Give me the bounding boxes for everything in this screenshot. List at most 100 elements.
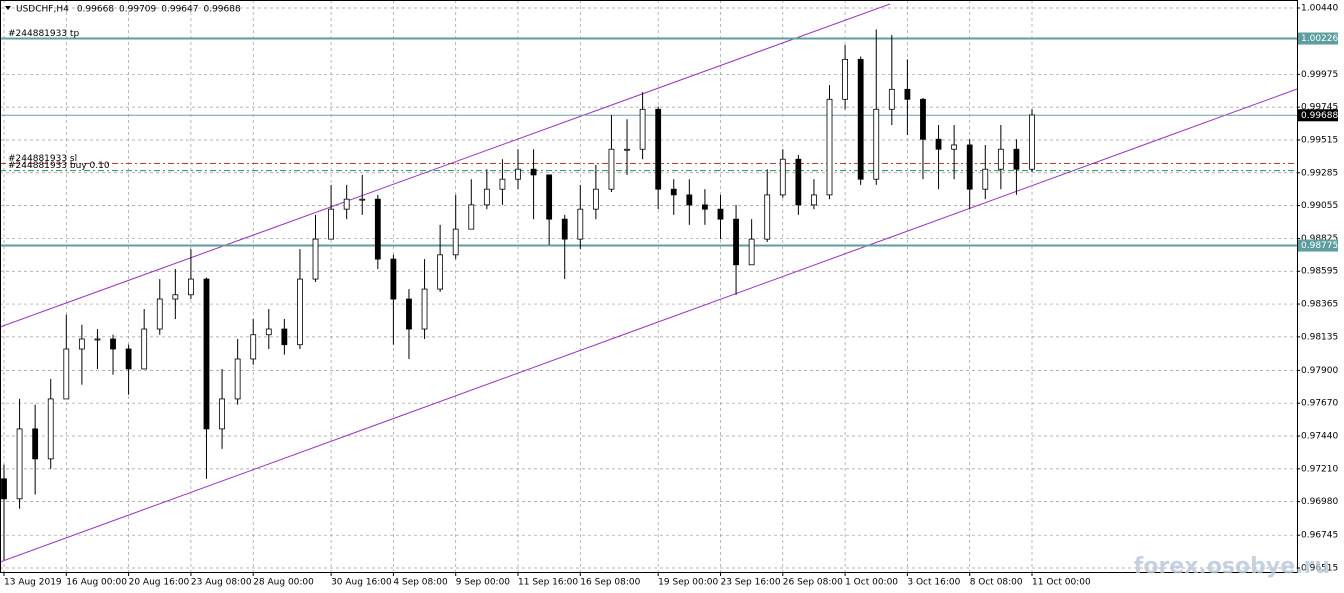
x-tick-label: 23 Aug 08:00 [191,578,252,588]
candle-body [47,398,54,460]
candle-body [203,278,210,430]
candle-body [125,348,132,370]
candle-body [390,258,397,300]
y-tick-label: 0.96745 [1301,531,1338,541]
candle-body [530,168,537,176]
y-tick-label: 0.98135 [1301,332,1338,342]
candle-body [219,398,225,430]
y-tick-label: 0.97210 [1301,464,1338,474]
candle-body [1,478,7,500]
menu-icon[interactable] [5,6,11,10]
x-tick-label: 28 Aug 00:00 [253,578,314,588]
y-tick-label: 0.99745 [1301,103,1338,113]
y-tick-label: 0.97440 [1301,432,1338,442]
candle-body [156,298,163,330]
candle-body [94,338,101,341]
labels: 1.00440 0.99975 0.99745 0.99515 0.99285 0.990… [3,3,1338,588]
channel-lower [0,88,1298,563]
level-label: #244881933 tp [8,29,79,39]
x-tick-label: 11 Sep 16:00 [518,578,578,588]
x-tick-label: 13 Aug 2019 [4,578,62,588]
price-tag [1298,239,1338,252]
candle-body [561,218,568,240]
watermark: forex.osobye.ru [1134,554,1330,579]
candle-body [733,218,739,266]
quote-value: 0.99647 [161,5,198,15]
candle-body [188,278,194,296]
y-tick-label: 0.99285 [1301,168,1338,178]
candle-body [63,348,70,400]
candles [1,29,1035,561]
price-tag-label: 0.98775 [1301,241,1338,251]
candle-body [374,198,381,260]
quote-value: 0.99668 [77,5,114,15]
y-tick-label: 0.99975 [1301,70,1338,80]
candle-body [32,428,39,460]
candle-body [951,144,958,150]
candle-body [826,98,833,196]
candle-body [686,194,693,206]
quote-value: 0.99709 [119,5,156,15]
price-tag-label: 1.00226 [1301,34,1338,44]
candle-body [857,58,864,180]
candle-body [608,148,615,190]
candle-body [764,194,771,240]
candle-body [141,328,148,370]
candle-body [343,198,350,210]
candle-body [639,108,646,150]
candle-body [281,328,288,346]
price-tag [1298,32,1338,45]
y-tick-label: 0.97670 [1301,399,1338,409]
candle-body [655,108,662,190]
candle-body [312,238,319,280]
candle-body [779,158,786,196]
candle-body [546,174,553,220]
candle-body [359,198,366,201]
candle-body [748,238,755,266]
x-tick-label: 20 Aug 16:00 [129,578,190,588]
levels: #244881933 tp #244881933 sl#244881933 buy… [0,29,1297,247]
candle-body [515,168,521,180]
candle-body [16,428,23,500]
x-tick-label: 16 Aug 00:00 [66,578,127,588]
candle-body [904,88,911,100]
candle-body [499,178,506,190]
candle-body [670,188,677,196]
candle-body [452,228,459,256]
x-tick-label: 8 Oct 08:00 [970,578,1023,588]
candle-body [483,188,490,206]
grid [0,0,1297,572]
y-tick-label: 0.99055 [1301,201,1338,211]
candle-body [577,208,584,240]
price-tag-label: 0.99688 [1301,111,1338,121]
candle-body [997,148,1004,170]
candle-body [811,194,817,206]
candle-body [406,298,412,330]
candle-body [110,338,116,350]
x-tick-label: 3 Oct 16:00 [907,578,960,588]
x-tick-label: 19 Sep 00:00 [658,578,718,588]
candle-body [592,188,599,210]
plot-border [0,0,1298,573]
candle-body [873,108,880,180]
candle-body [421,288,428,330]
candle-body [328,208,334,240]
candle-body [935,138,942,150]
candle-body [468,204,475,230]
y-tick-label: 0.99515 [1301,135,1338,145]
candle-body [982,168,989,190]
candle-body [888,88,895,110]
x-tick-label: 26 Sep 08:00 [783,578,843,588]
candle-body [702,204,708,210]
y-tick-label: 0.96515 [1301,564,1338,574]
candle-body [172,294,179,300]
candle-body [1013,148,1020,170]
candle-body [624,148,630,151]
y-tick-label: 0.98825 [1301,234,1338,244]
candle-body [795,158,802,206]
channel-upper [0,3,891,328]
y-tick-label: 0.96980 [1301,497,1338,507]
x-tick-label: 16 Sep 08:00 [580,578,640,588]
